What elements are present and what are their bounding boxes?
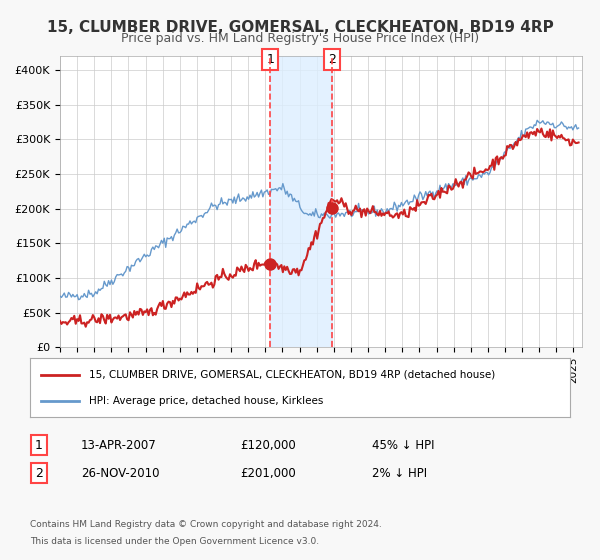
Text: 2: 2: [35, 466, 43, 480]
Text: 13-APR-2007: 13-APR-2007: [81, 438, 157, 452]
Text: £120,000: £120,000: [240, 438, 296, 452]
Text: HPI: Average price, detached house, Kirklees: HPI: Average price, detached house, Kirk…: [89, 396, 324, 406]
Text: 2: 2: [328, 53, 336, 66]
Text: 45% ↓ HPI: 45% ↓ HPI: [372, 438, 434, 452]
Text: 1: 1: [266, 53, 274, 66]
Text: 2% ↓ HPI: 2% ↓ HPI: [372, 466, 427, 480]
Text: 15, CLUMBER DRIVE, GOMERSAL, CLECKHEATON, BD19 4RP: 15, CLUMBER DRIVE, GOMERSAL, CLECKHEATON…: [47, 20, 553, 35]
Text: Contains HM Land Registry data © Crown copyright and database right 2024.: Contains HM Land Registry data © Crown c…: [30, 520, 382, 529]
Text: Price paid vs. HM Land Registry's House Price Index (HPI): Price paid vs. HM Land Registry's House …: [121, 32, 479, 45]
Text: £201,000: £201,000: [240, 466, 296, 480]
Text: 1: 1: [35, 438, 43, 452]
Text: 26-NOV-2010: 26-NOV-2010: [81, 466, 160, 480]
Text: This data is licensed under the Open Government Licence v3.0.: This data is licensed under the Open Gov…: [30, 537, 319, 546]
Text: 15, CLUMBER DRIVE, GOMERSAL, CLECKHEATON, BD19 4RP (detached house): 15, CLUMBER DRIVE, GOMERSAL, CLECKHEATON…: [89, 370, 496, 380]
Bar: [270, 56, 332, 347]
